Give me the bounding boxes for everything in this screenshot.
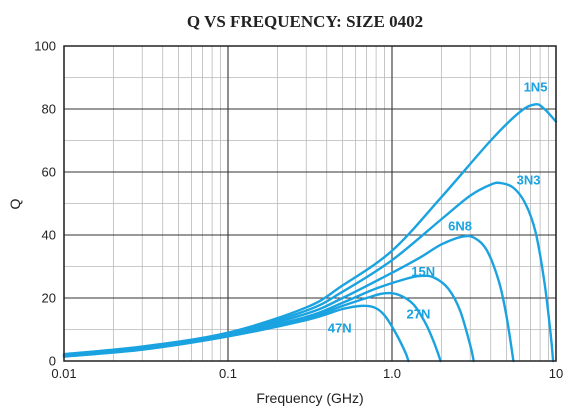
series-label-47n: 47N	[328, 321, 352, 336]
chart-title: Q VS FREQUENCY: SIZE 0402	[187, 12, 423, 31]
x-tick-label: 10	[549, 366, 563, 381]
series-lines	[62, 103, 558, 363]
y-axis-label: Q	[7, 198, 23, 209]
series-label-6n8: 6N8	[448, 218, 472, 233]
y-tick-label: 40	[42, 228, 56, 243]
series-line-3n3	[62, 181, 555, 363]
x-tick-label: 0.01	[51, 366, 76, 381]
series-labels: 1N5 3N3 6N8 15N 27N 47N	[328, 80, 548, 336]
y-tick-label: 0	[49, 354, 56, 369]
x-tick-label: 1.0	[383, 366, 401, 381]
y-tick-label: 100	[34, 39, 56, 54]
y-tick-label: 20	[42, 291, 56, 306]
series-line-47n	[62, 304, 410, 363]
series-label-3n3: 3N3	[517, 173, 541, 188]
series-label-27n: 27N	[407, 306, 431, 321]
plot-frame	[63, 45, 557, 362]
series-label-1n5: 1N5	[524, 80, 548, 95]
y-tick-label: 80	[42, 102, 56, 117]
x-axis-label: Frequency (GHz)	[256, 390, 363, 406]
y-tick-label: 60	[42, 165, 56, 180]
series-label-15n: 15N	[411, 264, 435, 279]
x-tick-label: 0.1	[219, 366, 237, 381]
